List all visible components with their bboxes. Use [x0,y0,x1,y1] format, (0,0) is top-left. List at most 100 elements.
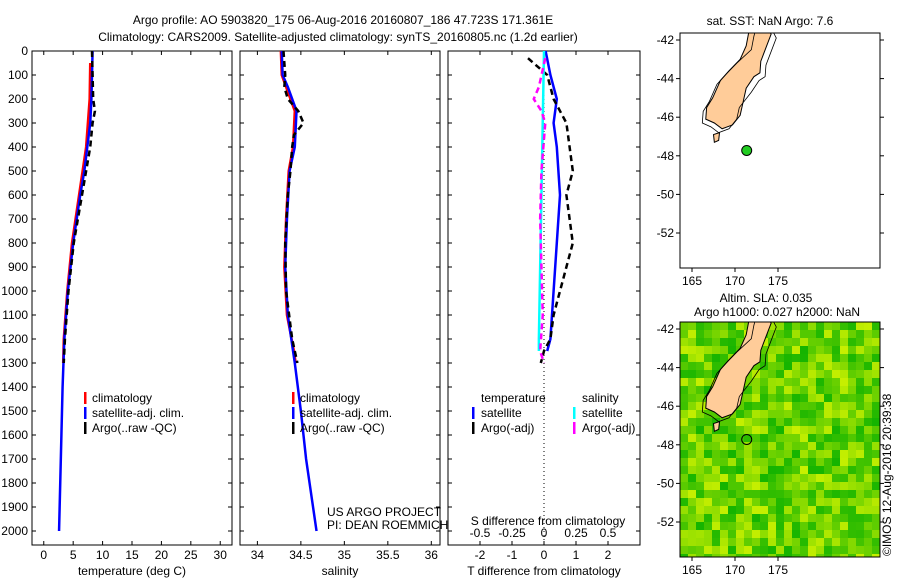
sla-cell [840,490,848,498]
sla-cell [760,498,768,506]
sla-cell [800,402,808,410]
sla-cell [792,482,800,490]
sla-cell [776,346,784,354]
sla-cell [840,546,848,554]
sla-cell [760,402,768,410]
sla-cell [864,530,872,538]
sla-cell [824,474,832,482]
y-tick-label: 0 [21,44,28,58]
sla-cell [744,426,752,434]
sla-cell [696,458,704,466]
sla-cell [688,322,696,330]
sla-cell [712,338,720,346]
sla-cell [752,530,760,538]
sla-cell [864,338,872,346]
sla-cell [776,514,784,522]
sla-cell [688,402,696,410]
sla-cell [760,410,768,418]
sla-cell [840,442,848,450]
sla-cell [768,530,776,538]
sla-cell [752,458,760,466]
sla-cell [840,386,848,394]
sla-cell [752,490,760,498]
legend-label: Argo(-adj) [582,421,635,435]
sla-cell [864,378,872,386]
sla-cell [792,410,800,418]
x-tick-label: 1 [573,548,580,562]
sla-cell [696,482,704,490]
sla-cell [768,434,776,442]
sla-cell [768,426,776,434]
sla-cell [752,498,760,506]
x-tick-label: 25 [184,548,198,562]
sla-cell [776,362,784,370]
x-tick-label: 2 [605,548,612,562]
sla-cell [848,370,856,378]
sla-cell [816,474,824,482]
sla-cell [792,402,800,410]
sla-cell [808,498,816,506]
sla-cell [776,394,784,402]
sla-cell [824,338,832,346]
sla-cell [768,522,776,530]
sla-cell [728,346,736,354]
lon-tick-label: 175 [768,563,788,577]
sla-cell [720,442,728,450]
y-tick-label: 600 [8,188,28,202]
sla-cell [808,410,816,418]
sla-cell [776,450,784,458]
sla-cell [760,458,768,466]
sla-cell [728,546,736,554]
sla-cell [752,434,760,442]
sla-cell [800,330,808,338]
sla-cell [704,450,712,458]
lat-tick-label: -52 [657,515,675,529]
sla-cell [768,450,776,458]
sla-cell [768,506,776,514]
sla-cell [728,418,736,426]
sla-cell [712,498,720,506]
sla-cell [688,530,696,538]
sla-cell [712,418,720,426]
sla-cell [848,450,856,458]
sla-cell [680,338,688,346]
x-tick-label: -2 [475,548,486,562]
sla-cell [712,522,720,530]
sla-cell [704,546,712,554]
sla-cell [784,514,792,522]
sla-cell [808,458,816,466]
sla-cell [784,426,792,434]
sla-cell [824,362,832,370]
y-tick-label: 700 [8,212,28,226]
argo-float-marker [741,144,753,156]
series-line-t-satellite [544,50,562,352]
sla-cell [808,394,816,402]
sla-cell [760,426,768,434]
sla-cell [792,442,800,450]
sla-cell [864,514,872,522]
sla-cell [728,450,736,458]
sla-cell [872,402,880,410]
sla-cell [824,538,832,546]
sla-cell [808,530,816,538]
sla-cell [816,514,824,522]
sla-cell [776,506,784,514]
sla-cell [856,378,864,386]
sla-cell [784,458,792,466]
sla-cell [800,490,808,498]
sla-cell [776,530,784,538]
sla-cell [744,386,752,394]
sla-cell [696,498,704,506]
sla-cell [808,546,816,554]
sla-cell [832,370,840,378]
sla-cell [840,530,848,538]
sla-cell [776,546,784,554]
sla-cell [712,514,720,522]
sla-cell [744,378,752,386]
sla-cell [776,474,784,482]
series-line-argo-raw-qc- [62,50,97,364]
y-tick-label: 100 [8,68,28,82]
lon-tick-label: 165 [682,563,702,577]
sla-cell [712,434,720,442]
sla-cell [760,386,768,394]
